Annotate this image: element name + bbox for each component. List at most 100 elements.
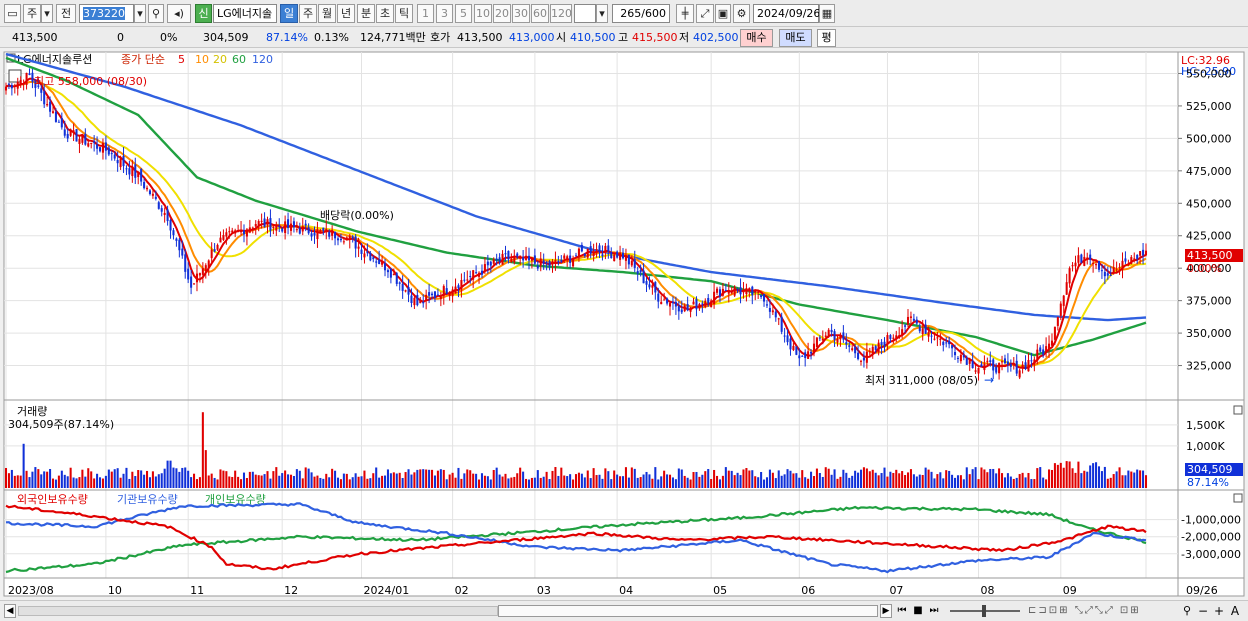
stop-icon[interactable]: ■ [913,605,923,616]
prev-button[interactable]: 전 [56,4,76,23]
buy-button[interactable]: 매수 [740,29,773,47]
code-value: 373220 [83,7,125,20]
zoom-out-button[interactable]: − [1197,604,1209,618]
candle-body [627,254,630,265]
volume-bar [642,474,645,488]
period-second-tab[interactable]: 초 [376,4,394,23]
candle-body [428,292,431,296]
volume-bar [10,469,13,488]
magnifier-icon[interactable]: ⚲ [1182,604,1192,617]
candle-body [948,340,951,345]
chevron-down-icon[interactable]: ▾ [41,4,53,23]
period-minute-tab[interactable]: 분 [357,4,375,23]
candle-body [284,221,287,234]
volume-bar [1086,471,1089,488]
interval-20[interactable]: 20 [493,4,511,23]
volume-bar [510,477,513,488]
candle-body [381,260,384,265]
stock-name-field[interactable]: LG에너지솔 [213,4,277,23]
chart-area[interactable]: LG에너지솔루션 종가 단순 5 10 20 60 120 LC:32.96 H… [0,48,1248,600]
volume-bar [469,470,472,488]
volume-bar [328,477,331,488]
candle-body [342,241,345,243]
sell-button[interactable]: 매도 [779,29,812,47]
scroll-thumb[interactable] [498,605,878,617]
calendar-icon[interactable]: ▦ [819,4,835,23]
volume-bar [689,479,692,488]
candle-body [454,286,457,294]
candle-body [839,336,842,340]
code-input[interactable]: 373220 [79,4,134,23]
prev-label: 전 [60,7,72,20]
interval-30[interactable]: 30 [512,4,530,23]
holdings-tick-label: -3,000,000 [1181,548,1241,561]
period-tick-tab[interactable]: 틱 [395,4,413,23]
interval-custom-input[interactable] [574,4,596,23]
eval-button[interactable]: 평 [817,29,836,47]
date-field[interactable]: 2024/09/26 [753,4,820,23]
interval-3-label: 3 [441,7,448,20]
period-month-label: 월 [321,7,333,20]
table-icon[interactable] [8,69,22,83]
scroll-track[interactable] [18,606,498,616]
gear-icon[interactable]: ⚙ [733,4,750,23]
interval-10[interactable]: 10 [474,4,492,23]
zoom-slider-handle[interactable] [982,605,986,617]
search-icon[interactable]: ⚲ [148,4,164,23]
period-month-tab[interactable]: 월 [318,4,336,23]
candle-body [304,223,307,226]
volume-bar [927,469,930,488]
line-tool-icon[interactable]: ⤢ [696,4,714,23]
candle-body [81,134,84,143]
code-dropdown-icon[interactable]: ▾ [134,4,146,23]
holdings-close-icon[interactable] [1233,493,1243,503]
volume-bar [151,471,154,488]
volume-bar [1106,478,1109,488]
window-icon[interactable]: ▭ [4,4,21,23]
volume-bar [754,476,757,488]
save-icon[interactable]: ▣ [715,4,731,23]
scroll-right-icon[interactable]: ▶ [880,604,892,618]
last-icon[interactable]: ⏭ [929,605,939,616]
x-tick-label: 2024/01 [364,584,410,597]
period-year-tab[interactable]: 년 [337,4,355,23]
candle-body [868,351,871,353]
interval-3[interactable]: 3 [436,4,453,23]
zoom-in-button[interactable]: + [1213,604,1225,618]
volume-bar [607,471,610,488]
font-size-button[interactable]: A [1230,604,1240,618]
candle-body [43,91,46,105]
count-field[interactable]: 265/600 [612,4,670,23]
period-day-tab[interactable]: 일 [280,4,298,23]
volume-bar [1124,475,1127,488]
volume-bar [360,476,363,488]
scroll-left-icon[interactable]: ◀ [4,604,16,618]
volume-bar [219,469,222,488]
volume-bars [4,412,1148,488]
candle-body [589,246,592,254]
candle-body [198,273,201,276]
volume-close-icon[interactable] [1233,405,1243,415]
interval-5[interactable]: 5 [455,4,472,23]
candle-body [865,351,868,363]
volume-bar [175,468,178,488]
volume-axis: 1,500K 1,000K [1186,419,1225,453]
drawing-tools-icons[interactable]: ⊏⊐⊡⊞ ⤡⤢⤡⤢ ⊡⊞ [1028,605,1141,616]
x-tick-label: 2023/08 [8,584,54,597]
candle-body [151,193,154,196]
volume-bar [181,467,184,488]
toolbar: ▭ 주 ▾ 전 373220 ▾ ⚲ ◂) 신 LG에너지솔 일 주 월 년 분… [0,0,1248,27]
volume-bar [460,478,463,488]
first-icon[interactable]: ⏮ [897,605,907,616]
interval-1[interactable]: 1 [417,4,434,23]
volume-bar [527,479,531,488]
interval-dropdown-icon[interactable]: ▾ [596,4,608,23]
volume-bar [995,473,998,488]
period-week-tab[interactable]: 주 [299,4,317,23]
interval-120[interactable]: 120 [550,4,572,23]
interval-60[interactable]: 60 [531,4,549,23]
speaker-icon[interactable]: ◂) [167,4,191,23]
type-selector[interactable]: 주 [23,4,41,23]
volume-bar [1080,473,1083,488]
candle-icon[interactable]: ╪ [676,4,694,23]
